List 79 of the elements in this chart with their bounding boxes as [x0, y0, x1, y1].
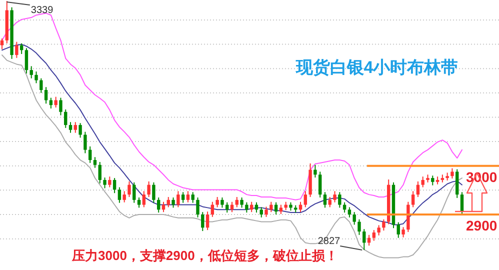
candlestick [15, 41, 18, 58]
candlestick [68, 122, 72, 134]
candlestick [34, 71, 38, 84]
candlestick [264, 206, 268, 218]
candlestick [156, 196, 160, 214]
candlestick [372, 230, 376, 242]
candlestick [460, 192, 464, 215]
candlestick [304, 190, 308, 208]
candlestick [30, 66, 33, 79]
candlestick [358, 218, 361, 236]
candlestick [181, 192, 185, 204]
candlestick [260, 206, 263, 218]
candlestick [210, 201, 214, 218]
candlestick [44, 86, 48, 104]
candlestick [216, 196, 219, 208]
candlestick [220, 196, 224, 208]
candlestick [54, 96, 58, 108]
candlestick [142, 190, 146, 208]
candlestick [328, 196, 332, 208]
candlestick [84, 131, 87, 154]
candlestick [74, 122, 78, 134]
candlestick [166, 196, 170, 208]
candlestick [98, 161, 102, 184]
candlestick [88, 146, 92, 164]
candlestick [49, 97, 53, 109]
annotation: 3339 [30, 5, 54, 16]
candlestick [338, 192, 342, 208]
candlestick [59, 97, 62, 116]
candlestick [108, 176, 112, 188]
candlestick [191, 192, 194, 204]
candlestick [450, 168, 454, 180]
annotation: 2827 [318, 236, 341, 247]
text: 现货白银4小时布林带 [294, 58, 458, 77]
candlestick [112, 178, 116, 194]
candlestick [352, 212, 356, 226]
candlestick [152, 182, 156, 204]
candlestick [431, 175, 434, 186]
candlestick [103, 177, 106, 189]
candlestick [396, 222, 400, 238]
candlestick [172, 196, 175, 208]
candlestick [132, 182, 136, 204]
note-low: 2827 [318, 236, 363, 250]
candlestick [333, 190, 336, 203]
candlestick [314, 164, 317, 178]
candlestick [245, 202, 248, 214]
candlestick [318, 171, 322, 198]
candlestick [0, 38, 4, 50]
candlestick [421, 176, 424, 188]
candlestick [122, 190, 126, 203]
ref-line-label: 2900 [466, 218, 498, 234]
candlestick [201, 212, 204, 232]
candlestick [382, 218, 386, 232]
candlestick [240, 196, 244, 208]
candlestick [196, 196, 200, 218]
candlestick [128, 180, 131, 198]
candlestick [274, 202, 278, 215]
candlestick [40, 78, 43, 94]
candlestick [176, 190, 180, 208]
candlestick [323, 192, 327, 208]
candlestick [348, 206, 352, 218]
candlestick [93, 156, 97, 168]
candlestick [235, 196, 238, 208]
candlestick [411, 190, 415, 208]
candlestick [377, 224, 380, 236]
candlestick [137, 196, 141, 208]
candlestick [279, 204, 283, 215]
candlestick [147, 180, 150, 198]
candlestick [206, 211, 210, 231]
candlestick [402, 226, 405, 238]
candlestick [456, 168, 459, 198]
candlestick [118, 186, 122, 204]
candlestick [78, 122, 82, 138]
candlestick [416, 180, 420, 198]
candlestick [362, 228, 366, 250]
annotation: 压力3000，支撑2900，低位短多，破位止损！ [71, 248, 338, 263]
note-high: 3339 [6, 2, 54, 16]
candlestick [24, 48, 28, 74]
candlestick [64, 108, 68, 128]
candlestick [186, 190, 190, 203]
